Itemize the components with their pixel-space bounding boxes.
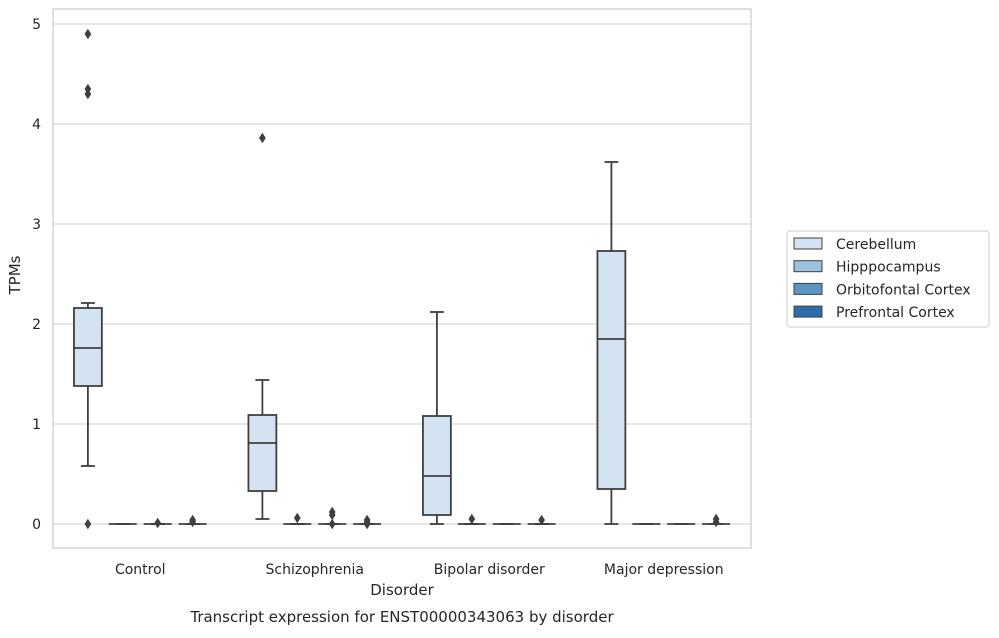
legend-label: Cerebellum [836, 237, 916, 253]
box-iqr [422, 415, 452, 516]
outlier-point [328, 506, 336, 518]
box-cerebellum [422, 311, 452, 525]
outlier-point [363, 514, 371, 526]
box-cerebellum [73, 302, 103, 467]
outlier-point [328, 518, 336, 530]
legend-label: Hipppocampus [836, 260, 941, 276]
legend: Cerebellum Hipppocampus Orbitofontal Corte… [786, 230, 990, 328]
x-tick-label: Major depression [604, 562, 724, 578]
y-tick-label: 1 [32, 417, 41, 433]
y-tick-label: 0 [32, 517, 41, 533]
y-tick-label: 4 [32, 117, 41, 133]
outlier-point [259, 132, 266, 144]
box-cerebellum [596, 161, 627, 525]
legend-swatch [793, 305, 823, 318]
x-tick-label: Bipolar disorder [434, 562, 545, 578]
legend-label: Prefrontal Cortex [836, 305, 955, 321]
y-tick-label: 2 [32, 317, 41, 333]
outlier-point [84, 518, 92, 530]
y-tick-label: 5 [32, 17, 41, 33]
gridlines [53, 23, 751, 525]
legend-label: Orbitofontal Cortex [836, 282, 971, 298]
legend-swatch [793, 282, 823, 295]
y-tick-label: 3 [32, 217, 41, 233]
outlier-point [189, 514, 196, 526]
outlier-point [538, 514, 545, 526]
x-tick-label: Control [115, 562, 166, 578]
x-axis-label: Disorder [370, 581, 434, 599]
chart-caption: Transcript expression for ENST0000034306… [189, 608, 614, 626]
y-axis-label: TPMs [6, 255, 24, 295]
box-iqr [73, 307, 103, 387]
outlier-point [84, 28, 92, 40]
outlier-point [712, 513, 720, 525]
legend-frame [786, 230, 990, 328]
box-iqr [596, 250, 627, 490]
outlier-point [154, 517, 162, 529]
x-tick-label: Schizophrenia [266, 562, 364, 578]
outlier-point [293, 512, 301, 524]
outlier-point [84, 83, 92, 95]
outlier-point [468, 513, 476, 525]
boxes [73, 161, 731, 525]
x-tick-labels: Control Schizophrenia Bipolar disorder Majo… [115, 562, 724, 578]
legend-swatch [793, 237, 823, 250]
plot-frame [52, 8, 752, 549]
y-tick-labels: 0 1 2 3 4 5 [32, 17, 41, 533]
outliers [84, 28, 720, 530]
box-cerebellum [247, 379, 278, 520]
legend-swatch [793, 260, 823, 273]
box-iqr [247, 414, 278, 492]
